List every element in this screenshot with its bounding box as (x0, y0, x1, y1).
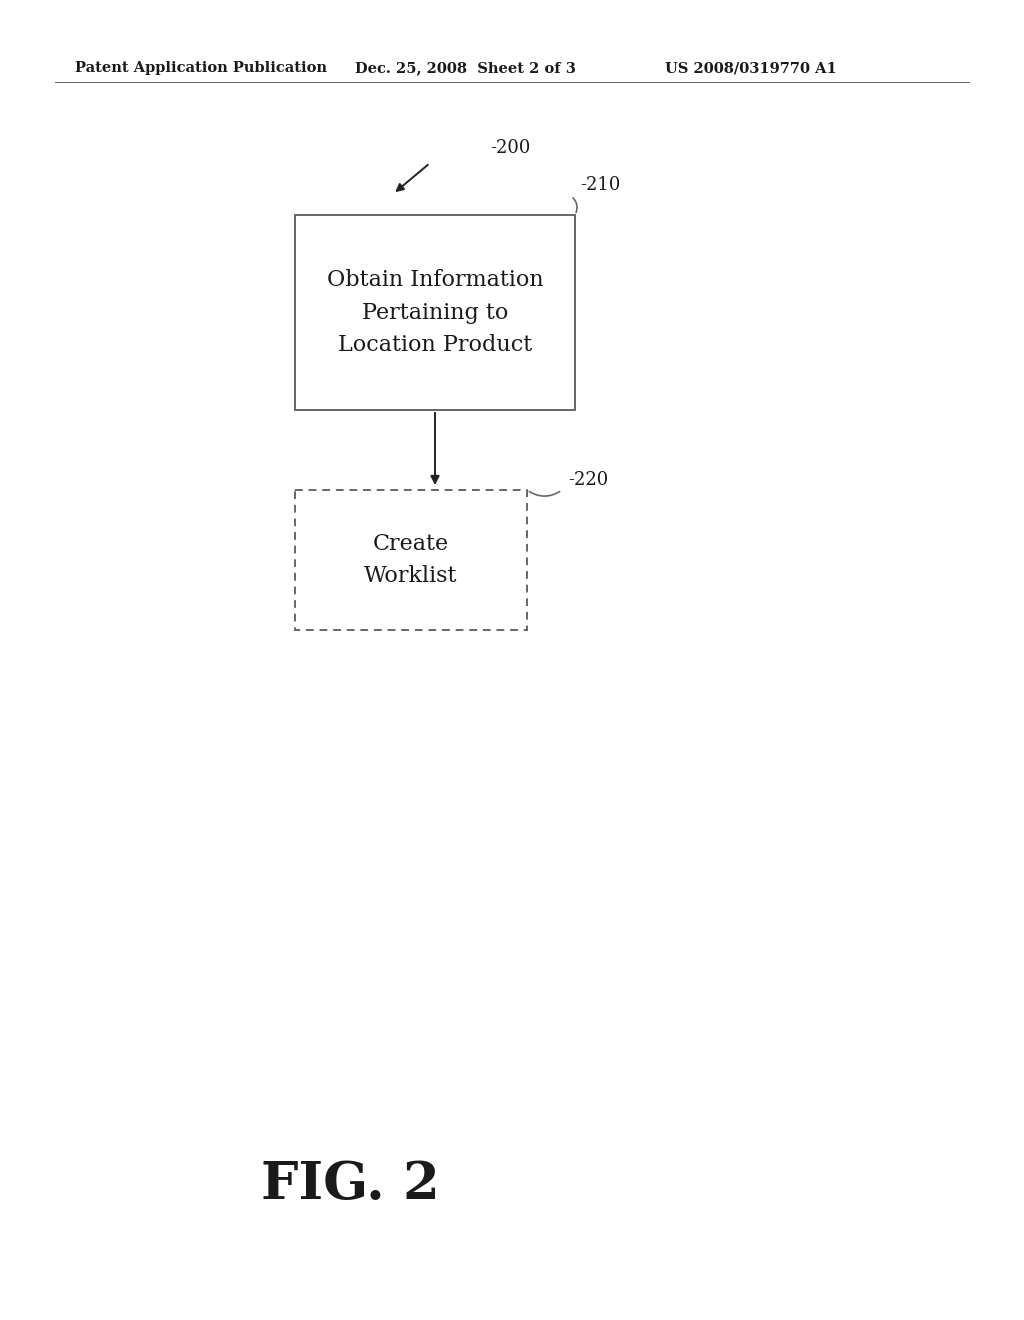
Text: Dec. 25, 2008  Sheet 2 of 3: Dec. 25, 2008 Sheet 2 of 3 (355, 61, 575, 75)
Text: -210: -210 (580, 176, 621, 194)
Bar (295, 215, 575, 411)
Text: Patent Application Publication: Patent Application Publication (75, 61, 327, 75)
Text: -200: -200 (490, 139, 530, 157)
Text: Obtain Information
Pertaining to
Location Product: Obtain Information Pertaining to Locatio… (327, 269, 544, 355)
Text: FIG. 2: FIG. 2 (261, 1159, 439, 1210)
Text: US 2008/0319770 A1: US 2008/0319770 A1 (665, 61, 837, 75)
Bar (295, 490, 527, 630)
Text: -220: -220 (568, 471, 608, 488)
Text: Create
Worklist: Create Worklist (365, 533, 458, 587)
